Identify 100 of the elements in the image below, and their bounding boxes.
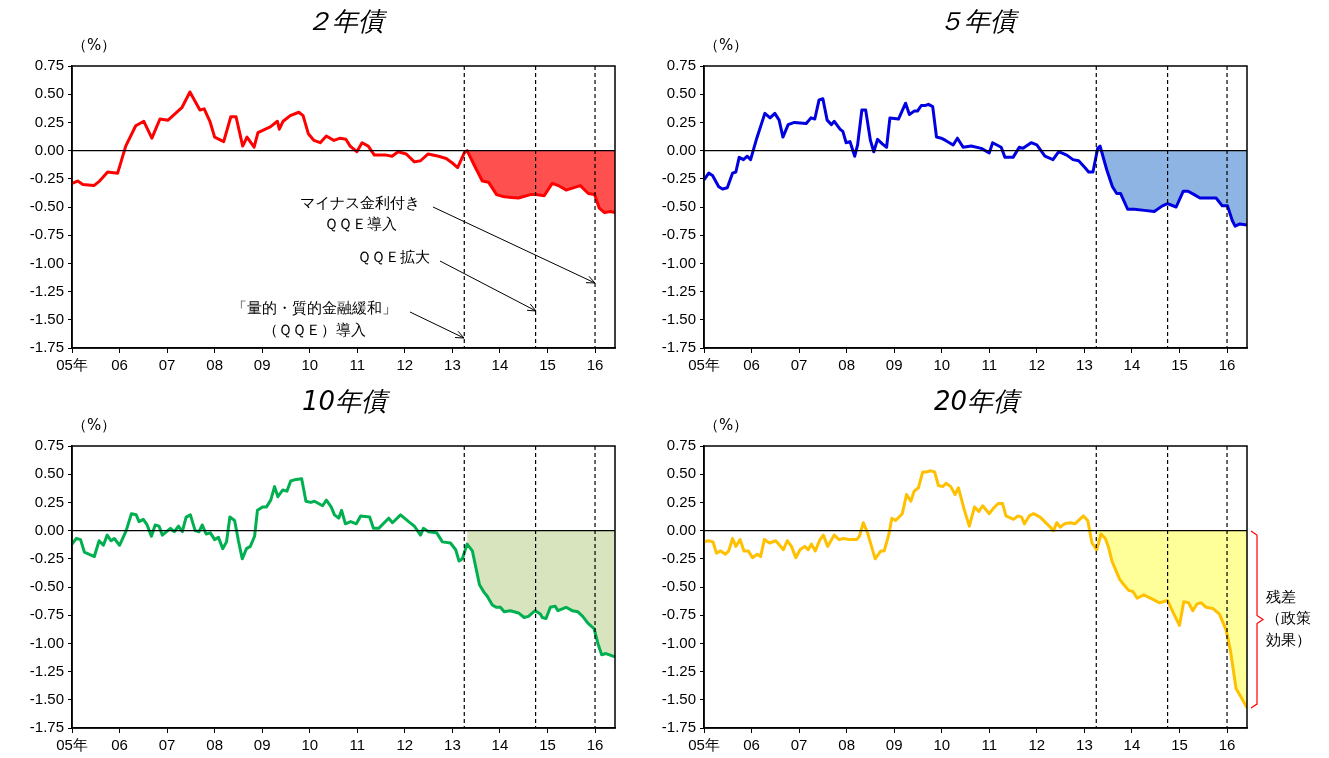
x-tick-label: 06 [743,736,760,754]
y-tick-label: 0.50 [34,464,64,482]
y-tick-label: 0.25 [34,112,64,130]
y-tick-label: 0.75 [34,56,64,74]
x-tick-label: 05年 [56,736,88,754]
x-tick-label: 14 [1123,736,1141,754]
y-tick-label: -1.25 [29,281,64,299]
x-tick-label: 12 [396,736,414,754]
x-tick-label: 13 [444,356,461,374]
x-tick-label: 12 [1028,356,1046,374]
annotation: ＱＱＥ拡大 [356,246,430,268]
x-tick-label: 12 [396,356,414,374]
x-tick-label: 11 [349,356,366,374]
y-tick-label: -1.00 [661,633,696,651]
x-tick-label: 11 [981,356,998,374]
y-tick-label: 0.50 [34,84,64,102]
x-tick-label: 05年 [688,356,720,374]
x-tick-label: 11 [349,736,366,754]
y-tick-label: -0.50 [661,577,696,595]
x-tick-label: 09 [885,356,903,374]
y-tick-label: 0.75 [34,436,64,454]
y-tick-label: -1.75 [29,338,64,356]
y-tick-label: -0.50 [29,577,64,595]
chart-title: 10年債 [301,386,388,416]
y-tick-label: -0.50 [29,197,64,215]
y-tick-label: 0.25 [666,112,696,130]
y-tick-label: 0.25 [34,492,64,510]
x-tick-label: 05年 [688,736,720,754]
x-tick-label: 15 [1171,356,1188,374]
y-axis-title: （%） [704,416,749,435]
x-tick-label: 16 [586,736,604,754]
x-tick-label: 05年 [56,356,88,374]
y-tick-label: 0.75 [666,56,696,74]
x-tick-label: 13 [444,736,461,754]
x-tick-label: 15 [539,356,556,374]
x-tick-label: 16 [1218,356,1236,374]
x-tick-label: 15 [1171,736,1188,754]
x-tick-label: 15 [539,736,556,754]
y-tick-label: -0.25 [29,548,64,566]
y-tick-label: -0.25 [29,168,64,186]
y-tick-label: -1.25 [661,281,696,299]
text: 残差（政策効果） [1266,586,1312,652]
x-tick-label: 10 [933,736,951,754]
x-tick-label: 08 [206,736,223,754]
y-tick-label: -0.75 [661,605,696,623]
annotation: 「量的・質的金融緩和」（ＱＱＥ）導入 [231,297,399,341]
x-tick-label: 06 [111,736,128,754]
x-tick-label: 10 [933,356,951,374]
x-tick-label: 14 [491,736,509,754]
y-tick-label: -0.75 [29,225,64,243]
x-tick-label: 08 [838,356,855,374]
y-tick-label: -1.75 [661,338,696,356]
x-tick-label: 10 [301,736,319,754]
x-tick-label: 09 [253,736,271,754]
x-tick-label: 13 [1076,736,1093,754]
y-tick-label: 0.00 [34,140,64,158]
y-tick-label: -1.75 [29,718,64,736]
annotation: マイナス金利付きＱＱＥ導入 [299,192,421,236]
y-tick-label: -0.25 [661,168,696,186]
x-tick-label: 16 [586,356,604,374]
y-tick-label: -0.75 [661,225,696,243]
y-tick-label: -0.50 [661,197,696,215]
y-tick-label: 0.50 [666,84,696,102]
x-tick-label: 14 [1123,356,1141,374]
x-tick-label: 08 [206,356,223,374]
y-tick-label: -1.50 [29,309,64,327]
y-tick-label: 0.00 [666,140,696,158]
y-axis-title: （%） [72,36,117,55]
y-tick-label: 0.50 [666,464,696,482]
x-tick-label: 06 [111,356,128,374]
x-tick-label: 08 [838,736,855,754]
y-axis-title: （%） [704,36,749,55]
x-tick-label: 07 [158,736,176,754]
y-tick-label: -1.00 [661,253,696,271]
y-tick-label: 0.75 [666,436,696,454]
y-tick-label: -1.25 [29,661,64,679]
x-tick-label: 09 [253,356,271,374]
y-tick-label: -1.25 [661,661,696,679]
y-tick-label: -1.75 [661,718,696,736]
y-tick-label: -1.50 [661,689,696,707]
x-tick-label: 06 [743,356,760,374]
x-tick-label: 16 [1218,736,1236,754]
y-tick-label: 0.00 [666,520,696,538]
x-tick-label: 12 [1028,736,1046,754]
y-tick-label: -0.25 [661,548,696,566]
x-tick-label: 07 [158,356,176,374]
y-tick-label: 0.00 [34,520,64,538]
y-tick-label: -1.50 [29,689,64,707]
x-tick-label: 11 [981,736,998,754]
x-tick-label: 13 [1076,356,1093,374]
chart-title: 20年債 [933,386,1020,416]
y-axis-title: （%） [72,416,117,435]
y-tick-label: -1.00 [29,253,64,271]
x-tick-label: 10 [301,356,319,374]
y-tick-label: -1.00 [29,633,64,651]
x-tick-label: 09 [885,736,903,754]
y-tick-label: -1.50 [661,309,696,327]
x-tick-label: 07 [790,736,808,754]
x-tick-label: 14 [491,356,509,374]
y-tick-label: 0.25 [666,492,696,510]
